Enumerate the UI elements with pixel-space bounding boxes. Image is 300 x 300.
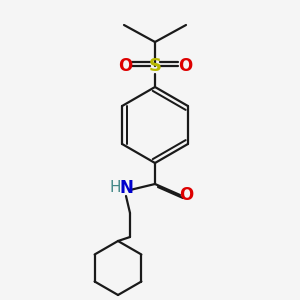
Text: O: O <box>118 57 132 75</box>
Text: S: S <box>148 57 161 75</box>
Text: N: N <box>119 179 133 197</box>
Text: H: H <box>109 181 121 196</box>
Text: O: O <box>179 186 193 204</box>
Text: O: O <box>178 57 192 75</box>
